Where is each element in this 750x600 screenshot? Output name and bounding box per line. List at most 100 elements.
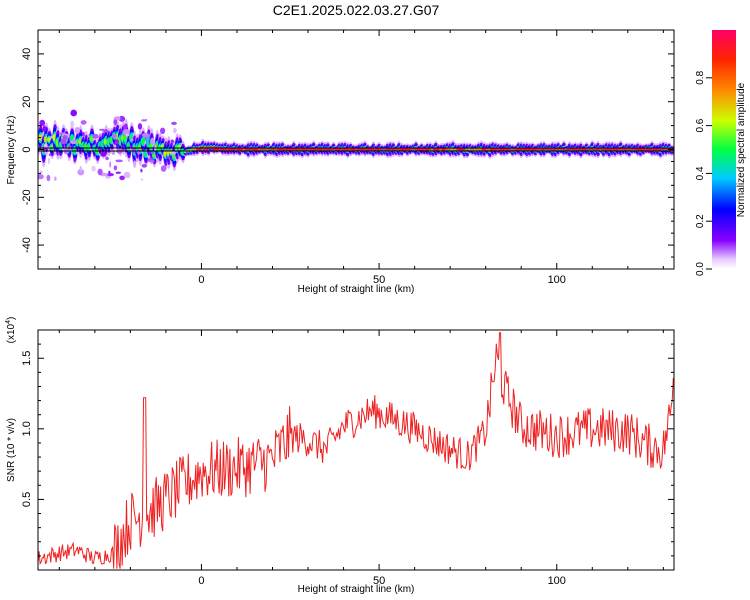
spectrogram-cell	[147, 159, 155, 163]
snr-x-tick-label: 100	[548, 575, 566, 587]
spectrogram-cell	[140, 138, 146, 144]
spectrogram-cell	[400, 148, 408, 151]
spectrogram-cell	[97, 168, 103, 176]
spectrogram-cell	[73, 158, 76, 163]
spectrogram-cell	[105, 175, 111, 179]
spectrogram-cell	[48, 153, 52, 157]
spectrogram-y-tick-label: -40	[21, 237, 33, 253]
spectrogram-cell	[115, 159, 123, 163]
spectrogram-cell	[141, 119, 147, 122]
spectrogram-x-tick-label: 0	[198, 274, 204, 286]
spectrogram-x-axis-label: Height of straight line (km)	[298, 284, 415, 295]
spectrogram-cell	[47, 157, 51, 165]
snr-scale-prefix: (x10	[6, 323, 17, 343]
spectrogram-cell	[212, 148, 220, 151]
snr-panel: 0 50 100 0.5 1.0 1.5 Height of straight line …	[5, 317, 675, 595]
spectrogram-cell	[100, 151, 107, 157]
spectrogram-cell	[326, 148, 331, 151]
spectrogram-cell	[457, 148, 465, 151]
snr-y-axis-label: SNR (10 * v/v)	[6, 418, 17, 482]
spectrogram-cell	[392, 148, 396, 151]
spectrogram-cell	[310, 148, 317, 151]
spectrogram-cell	[253, 148, 258, 151]
spectrogram-cell	[351, 148, 356, 151]
spectrogram-cell	[531, 148, 537, 151]
spectrogram-cell	[60, 139, 67, 145]
spectrogram-cell	[237, 148, 243, 151]
spectrogram-cell	[123, 171, 131, 179]
colorbar: 0.0 0.2 0.4 0.6 0.8 Normalized spectral ampl…	[695, 30, 747, 276]
spectrogram-cell	[433, 148, 440, 151]
svg-text:(x104): (x104)	[5, 317, 17, 344]
spectrogram-cell	[77, 168, 85, 176]
spectrogram-cell	[424, 148, 429, 151]
spectrogram-y-tick-label: 20	[21, 96, 33, 108]
spectrogram-cell	[441, 148, 446, 151]
spectrogram-plot-area	[38, 109, 674, 182]
spectrogram-cell	[108, 170, 111, 174]
colorbar-axis: 0.0 0.2 0.4 0.6 0.8	[695, 70, 712, 276]
snr-scale-label: (x104)	[5, 317, 17, 344]
figure-title: C2E1.2025.022.03.27.G07	[273, 2, 440, 18]
spectrogram-cell	[123, 124, 128, 130]
spectrogram-cell	[125, 133, 130, 137]
spectrogram-cell	[39, 119, 46, 126]
spectrogram-cell	[38, 174, 44, 180]
spectrogram-y-tick-label: -20	[21, 189, 33, 205]
spectrogram-axes: 0 50 100 -40 -20 0 20 40	[21, 30, 674, 286]
snr-x-tick-label: 50	[373, 575, 385, 587]
spectrogram-cell	[318, 148, 322, 151]
colorbar-tick-label: 0.6	[695, 118, 706, 132]
spectrogram-y-tick-label: 40	[21, 48, 33, 60]
colorbar-label: Normalized spectral amplitude	[736, 82, 747, 217]
spectrogram-cell	[130, 138, 134, 142]
spectrogram-cell	[172, 127, 177, 134]
spectrogram-cell	[137, 148, 140, 155]
spectrogram-cell	[170, 151, 176, 155]
spectrogram-cell	[167, 156, 171, 160]
spectrogram-cell	[375, 148, 381, 151]
snr-frame	[37, 329, 675, 571]
spectrogram-cell	[160, 127, 166, 134]
spectrogram-cell	[70, 109, 77, 117]
spectrogram-cell	[171, 121, 177, 125]
snr-scale-exponent: 4	[5, 320, 12, 324]
spectrogram-cell	[115, 139, 119, 144]
spectrogram-cell	[580, 148, 587, 151]
snr-axes: 0 50 100 0.5 1.0 1.5	[21, 330, 674, 587]
spectrogram-cell	[141, 163, 148, 168]
spectrogram-cell	[109, 161, 112, 168]
colorbar-gradient	[712, 30, 736, 269]
snr-y-tick-label: 1.0	[21, 421, 33, 436]
spectrogram-cell	[653, 148, 658, 151]
spectrogram-cell	[150, 137, 155, 145]
colorbar-tick-label: 0.2	[695, 214, 706, 228]
spectrogram-cell	[498, 148, 505, 151]
colorbar-tick-label: 0.0	[695, 262, 706, 276]
spectrogram-y-tick-label: 0	[21, 146, 33, 152]
spectrogram-cell	[74, 126, 81, 134]
spectrogram-cell	[604, 148, 612, 151]
spectrogram-cell	[141, 132, 150, 138]
spectrogram-cell	[137, 123, 143, 130]
spectrogram-cell	[514, 148, 519, 151]
spectrogram-y-axis-label: Frequency (Hz)	[6, 116, 17, 185]
spectrogram-cell	[170, 139, 174, 144]
spectrogram-cell	[196, 148, 202, 151]
spectrogram-cell	[39, 170, 43, 174]
spectrogram-cell	[482, 148, 486, 151]
spectrogram-cell	[105, 156, 109, 161]
spectrogram-cell	[91, 165, 96, 172]
spectrogram-cell	[119, 175, 125, 181]
spectrogram-cell	[506, 148, 510, 151]
spectrogram-cell	[115, 171, 121, 174]
spectrogram-x-tick-label: 50	[373, 274, 385, 286]
spectrogram-cell	[118, 115, 126, 122]
spectrogram-cell	[62, 134, 68, 141]
spectrogram-cell	[79, 165, 82, 172]
spectrogram-cell	[637, 148, 645, 151]
spectrogram-cell	[294, 148, 298, 151]
spectrogram-cell	[140, 178, 143, 181]
spectrogram-cell	[42, 125, 47, 133]
